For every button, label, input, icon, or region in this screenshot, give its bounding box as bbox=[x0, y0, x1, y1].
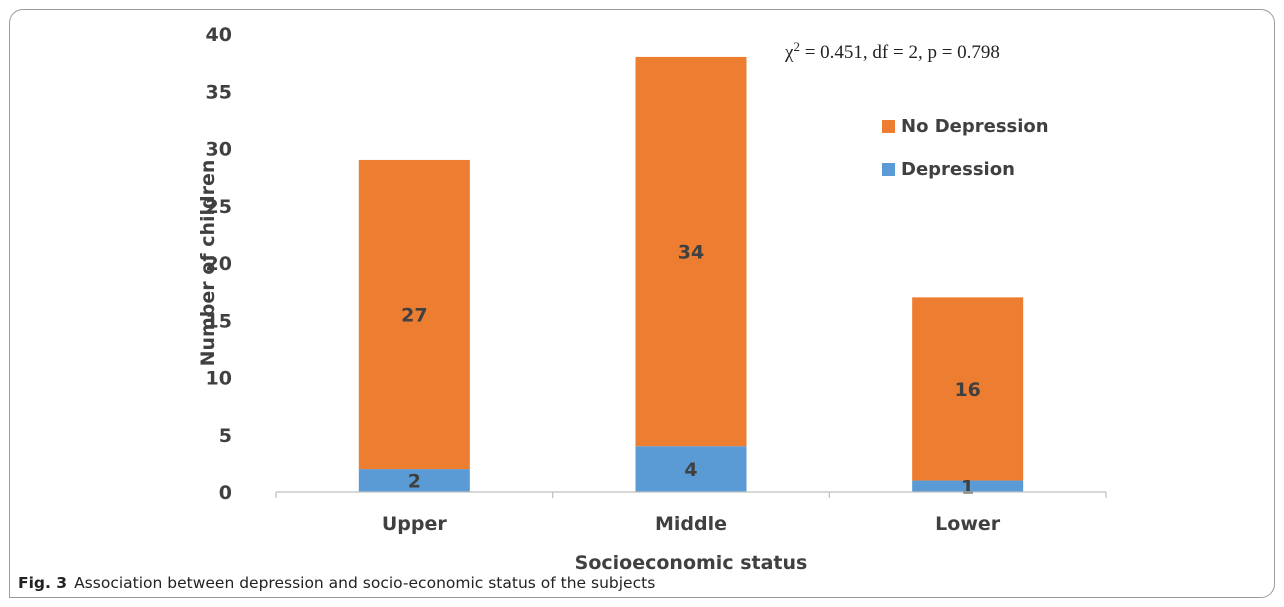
data-label-depression-middle: 4 bbox=[684, 459, 697, 481]
legend-label-no-depression: No Depression bbox=[901, 116, 1049, 137]
legend-swatch-no-depression bbox=[882, 120, 895, 133]
data-labels: 2 27 4 34 1 16 bbox=[401, 242, 981, 499]
data-label-no-depression-lower: 16 bbox=[954, 379, 980, 401]
legend-swatch-depression bbox=[882, 163, 895, 176]
x-axis-ticks bbox=[275, 492, 1107, 498]
data-label-no-depression-upper: 27 bbox=[401, 305, 427, 327]
y-tick-label-40: 40 bbox=[206, 24, 232, 46]
figure-caption-text: Association between depression and socio… bbox=[74, 574, 656, 592]
y-axis-title: Number of children bbox=[197, 160, 219, 367]
chi-symbol: χ bbox=[784, 42, 794, 63]
data-label-no-depression-middle: 34 bbox=[678, 242, 704, 264]
y-tick-label-35: 35 bbox=[206, 81, 232, 103]
category-label-lower: Lower bbox=[935, 513, 1001, 535]
y-tick-label-25: 25 bbox=[206, 196, 232, 218]
bars bbox=[358, 56, 1024, 492]
stacked-bar-chart: 0 5 10 15 20 25 30 35 40 2 27 4 34 1 16 Upper Middle Lo… bbox=[197, 24, 1107, 570]
bar-no-depression-upper bbox=[358, 159, 470, 470]
x-axis-category-labels: Upper Middle Lower bbox=[382, 513, 1001, 535]
y-tick-label-20: 20 bbox=[206, 253, 232, 275]
legend: No Depression Depression bbox=[882, 116, 1049, 180]
y-tick-label-15: 15 bbox=[206, 310, 232, 332]
bar-no-depression-middle bbox=[635, 56, 747, 447]
y-axis-ticks: 0 5 10 15 20 25 30 35 40 bbox=[206, 24, 232, 504]
legend-label-depression: Depression bbox=[901, 159, 1015, 180]
data-label-depression-lower: 1 bbox=[961, 476, 974, 498]
figure-frame bbox=[9, 9, 1275, 598]
bar-depression-lower bbox=[912, 480, 1024, 492]
chi-superscript: 2 bbox=[793, 39, 800, 54]
x-axis-title: Socioeconomic status bbox=[575, 552, 808, 570]
bar-no-depression-lower bbox=[912, 297, 1024, 481]
y-tick-label-0: 0 bbox=[219, 482, 232, 504]
category-label-upper: Upper bbox=[382, 513, 448, 535]
data-label-depression-upper: 2 bbox=[408, 471, 421, 493]
figure-number: Fig. 3 bbox=[18, 574, 68, 592]
y-tick-label-30: 30 bbox=[206, 139, 232, 161]
statistics-annotation: χ2 = 0.451, df = 2, p = 0.798 bbox=[784, 39, 1000, 63]
figure-caption: Fig. 3 Association between depression and… bbox=[18, 574, 655, 592]
category-label-middle: Middle bbox=[655, 513, 727, 535]
y-tick-label-5: 5 bbox=[219, 425, 232, 447]
y-tick-label-10: 10 bbox=[206, 368, 232, 390]
bar-depression-upper bbox=[358, 469, 470, 492]
statistics-values: = 0.451, df = 2, p = 0.798 bbox=[800, 42, 1000, 63]
bar-depression-middle bbox=[635, 446, 747, 492]
